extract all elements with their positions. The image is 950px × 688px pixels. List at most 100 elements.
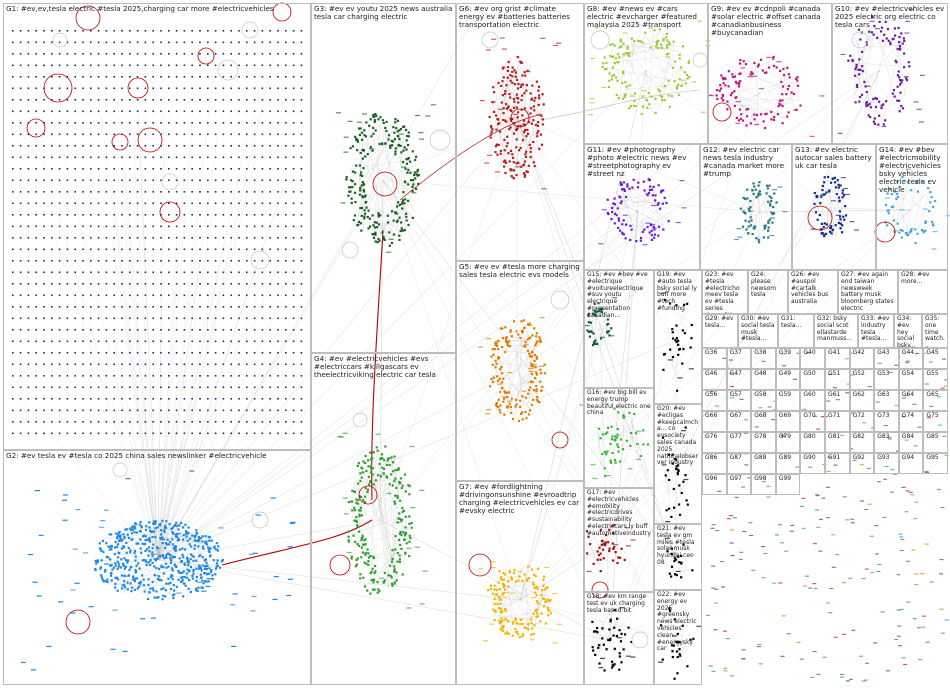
node-g1	[74, 432, 76, 435]
node-g2	[171, 526, 175, 529]
node-g14	[893, 230, 899, 232]
node-g2	[119, 566, 122, 569]
node-g11	[667, 220, 670, 223]
node-g1	[292, 283, 295, 285]
edge-line	[382, 179, 761, 213]
node-g1	[74, 214, 76, 216]
node-g13	[835, 214, 841, 216]
edge-line	[873, 21, 895, 96]
node-g1	[292, 432, 295, 435]
node-g2	[164, 542, 168, 545]
node-g1	[285, 329, 287, 331]
node-g2	[174, 533, 178, 537]
node-g1	[51, 329, 53, 331]
node-g1	[27, 409, 30, 412]
node-g2	[181, 571, 184, 574]
node-g5	[532, 389, 536, 392]
node-g5	[515, 403, 518, 406]
node-g12	[751, 233, 754, 236]
node-g1	[66, 133, 69, 136]
edge-line	[755, 224, 770, 240]
node-g1	[66, 283, 69, 285]
node-g1	[19, 237, 22, 239]
node-g9	[747, 76, 753, 78]
node-g21	[677, 561, 683, 563]
node-g2	[124, 559, 128, 562]
node-g1	[261, 271, 264, 274]
node-g1	[168, 306, 170, 308]
node-g9	[747, 107, 750, 111]
node-g9	[783, 74, 786, 77]
node-g1	[269, 248, 271, 251]
node-g1	[175, 409, 178, 412]
mini-node	[901, 657, 906, 659]
node-g7	[530, 627, 534, 630]
node-g18	[591, 646, 594, 649]
node-g6	[491, 38, 497, 40]
node-g1	[261, 237, 264, 239]
node-g2	[202, 582, 205, 585]
node-g1	[191, 110, 193, 113]
node-g11	[653, 233, 656, 236]
node-g8	[633, 92, 637, 95]
node-g6	[510, 110, 513, 113]
edge-line	[920, 225, 932, 228]
node-g1	[27, 294, 30, 297]
node-g4	[358, 515, 361, 518]
node-g9	[740, 113, 743, 116]
node-g11	[653, 236, 656, 239]
node-g2	[195, 575, 199, 579]
node-g10	[886, 27, 890, 31]
node-g1	[292, 156, 295, 159]
node-g9	[775, 66, 778, 69]
node-g1	[214, 352, 217, 354]
node-g1	[183, 421, 186, 423]
node-g9	[793, 109, 799, 111]
node-g1	[175, 317, 178, 320]
edge-line	[722, 79, 782, 108]
node-g1	[35, 87, 37, 90]
node-g1	[175, 237, 178, 239]
node-g22	[678, 653, 681, 656]
node-g8	[633, 40, 636, 43]
node-g1	[300, 237, 303, 239]
node-g1	[105, 409, 108, 412]
node-g3	[394, 153, 397, 156]
node-g1	[199, 375, 201, 377]
node-g8	[618, 46, 621, 49]
node-g12	[757, 192, 760, 195]
node-g6	[522, 119, 526, 122]
edge-line	[912, 184, 925, 233]
edge-line	[616, 189, 621, 222]
node-g8	[666, 39, 669, 42]
edge-line	[617, 207, 635, 240]
node-g2	[154, 526, 157, 530]
node-g10	[861, 70, 864, 73]
node-g1	[207, 317, 209, 320]
node-g1	[113, 329, 115, 331]
node-g5	[497, 347, 500, 351]
mini-node	[778, 582, 783, 584]
node-g2	[121, 584, 124, 587]
node-g1	[105, 76, 108, 78]
self-loop-circle	[127, 77, 149, 99]
node-g2	[174, 546, 177, 550]
node-g6	[530, 122, 534, 125]
node-g1	[129, 421, 131, 423]
node-g2	[171, 531, 174, 534]
node-g1	[144, 64, 147, 67]
node-g6	[505, 84, 508, 87]
node-g10	[898, 35, 901, 39]
edge-line	[758, 231, 762, 240]
node-g6	[490, 125, 493, 128]
node-g2	[182, 534, 185, 537]
node-g11	[601, 209, 607, 211]
node-g6	[511, 153, 514, 156]
edge-line	[394, 458, 400, 502]
node-g6	[522, 123, 525, 126]
node-g4	[385, 463, 389, 467]
node-g6	[511, 75, 514, 78]
edge-line	[489, 77, 511, 112]
node-g3	[362, 188, 365, 192]
node-g1	[238, 214, 240, 216]
